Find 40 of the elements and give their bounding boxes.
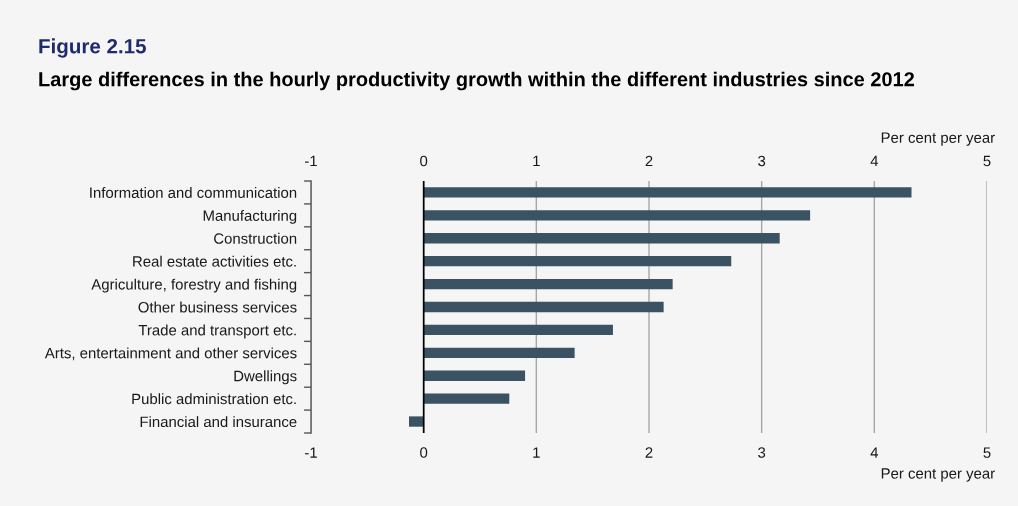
y-tick-label: Public administration etc. [132, 393, 296, 405]
x-tick-label: 0 [420, 447, 428, 458]
x-tick-label: 2 [645, 447, 653, 458]
y-tick-label: Arts, entertainment and other services [44, 347, 297, 361]
y-tick-label: Other business services [138, 301, 297, 313]
y-tick-label: Construction [214, 232, 297, 244]
x-tick-label: 1 [533, 447, 540, 458]
x2-tick-label: 1 [533, 155, 540, 167]
bar [423, 301, 664, 313]
x-tick-label: 4 [870, 447, 879, 458]
y-tick-label: Financial and insurance [140, 416, 297, 428]
bar [423, 347, 575, 358]
y-tick-label: Real estate activities etc. [133, 255, 296, 267]
x2-tick-label: 4 [870, 155, 879, 167]
y-tick-label: Manufacturing [203, 209, 297, 224]
bar [423, 278, 673, 290]
x-tick-label: 5 [983, 447, 991, 458]
x2-tick-label: 3 [758, 155, 766, 167]
bar [423, 256, 732, 267]
bar [423, 233, 780, 244]
x2-tick-label: 2 [645, 155, 653, 167]
text: Figure 2.15 [39, 38, 146, 58]
x2-tick-label: -1 [305, 155, 317, 167]
y-tick-label: Agriculture, forestry and fishing [91, 278, 297, 293]
bar [409, 416, 424, 427]
x2-tick-label: 0 [420, 155, 428, 167]
y-tick-label: Trade and transport etc. [138, 324, 296, 339]
x-tick-label: -1 [305, 447, 317, 458]
bar [423, 187, 912, 198]
bar [423, 393, 510, 404]
bar [423, 324, 613, 336]
y-tick-label: Dwellings [234, 370, 297, 385]
bar [423, 370, 526, 381]
x2-tick-label: 5 [983, 155, 991, 167]
chart-subtitle: Large differences in the hourly productivity growth within the different industries since 2012 [39, 71, 915, 91]
x2-axis-title: Per cent per year [881, 132, 995, 146]
x-axis-title: Per cent per year [881, 468, 995, 482]
bar [423, 210, 811, 221]
y-tick-label: Information and communication [90, 187, 297, 199]
x-tick-label: 3 [758, 447, 766, 458]
